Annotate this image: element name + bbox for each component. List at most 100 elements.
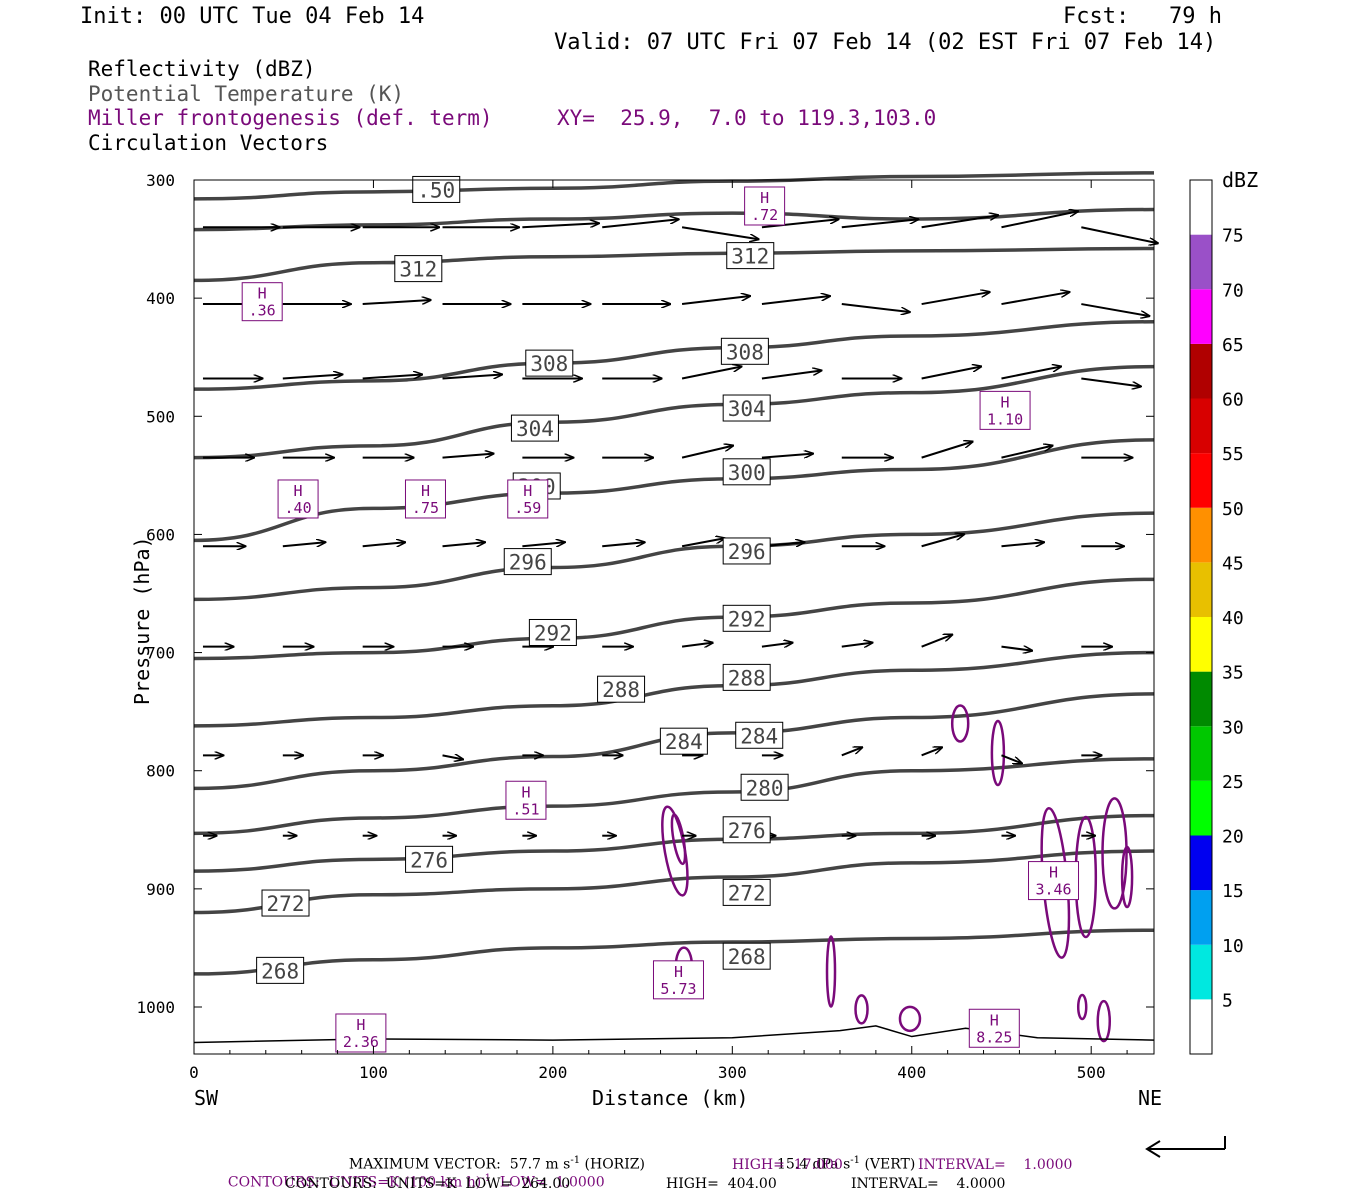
theta-contour-316 bbox=[193, 171, 1155, 201]
circulation-vector bbox=[1001, 211, 1078, 229]
frontogenesis-contour bbox=[1076, 993, 1088, 1021]
circulation-vector bbox=[442, 374, 503, 380]
footer-fronto-interval: INTERVAL= 1.0000 bbox=[918, 1157, 1073, 1173]
svg-text:H: H bbox=[760, 189, 769, 207]
frontogenesis-max: H.51 bbox=[505, 780, 547, 820]
svg-text:H: H bbox=[258, 285, 267, 303]
theta-label: 288 bbox=[597, 675, 646, 703]
x-end-label-sw: SW bbox=[194, 1086, 219, 1110]
colorbar-segment bbox=[1190, 453, 1212, 508]
circulation-vector bbox=[1081, 377, 1141, 386]
y-tick-label: 700 bbox=[146, 644, 175, 663]
x-tick-label: 300 bbox=[718, 1063, 747, 1082]
colorbar-segment bbox=[1190, 562, 1212, 617]
theta-label: 284 bbox=[659, 727, 708, 755]
footer-theta-interval: INTERVAL= 4.0000 bbox=[851, 1176, 1006, 1192]
theta-label: 296 bbox=[722, 537, 771, 565]
frontogenesis-contour bbox=[990, 719, 1006, 787]
theta-label: 276 bbox=[722, 816, 771, 844]
svg-text:5.73: 5.73 bbox=[660, 980, 696, 998]
svg-text:.75: .75 bbox=[412, 499, 439, 517]
svg-text:296: 296 bbox=[509, 551, 547, 575]
colorbar-segment bbox=[1190, 507, 1212, 563]
theta-label: 268 bbox=[256, 956, 305, 984]
svg-text:H: H bbox=[521, 783, 530, 801]
colorbar-label: 35 bbox=[1222, 663, 1244, 684]
frontogenesis-contour bbox=[1096, 999, 1112, 1043]
frontogenesis-contour bbox=[1120, 845, 1134, 909]
colorbar-label: 15 bbox=[1222, 881, 1244, 902]
footer-theta-high: HIGH= 404.00 bbox=[666, 1176, 777, 1192]
footer-fronto-high: HIGH= 17.000 bbox=[732, 1157, 843, 1173]
theta-label: 280 bbox=[740, 773, 789, 801]
svg-text:H: H bbox=[294, 482, 303, 500]
y-axis-title: Pressure (hPa) bbox=[130, 536, 154, 705]
theta-label: 296 bbox=[503, 548, 552, 576]
theta-contour-284 bbox=[193, 692, 1155, 791]
svg-text:308: 308 bbox=[726, 340, 764, 364]
colorbar-label: 5 bbox=[1222, 990, 1233, 1011]
legend-miller: Miller frontogenesis (def. term) bbox=[88, 106, 493, 130]
circulation-vector bbox=[681, 366, 742, 380]
svg-text:8.25: 8.25 bbox=[976, 1028, 1012, 1046]
svg-text:272: 272 bbox=[267, 892, 305, 916]
circulation-vector bbox=[761, 454, 813, 459]
colorbar-segment bbox=[1190, 780, 1212, 836]
colorbar-label: 75 bbox=[1222, 226, 1244, 247]
plot-frame bbox=[193, 179, 1155, 1055]
theta-label: 288 bbox=[722, 663, 771, 691]
y-tick-label: 400 bbox=[146, 289, 175, 308]
svg-text:280: 280 bbox=[746, 776, 784, 800]
y-tick-label: 800 bbox=[146, 762, 175, 781]
theta-contour-272 bbox=[193, 849, 1155, 915]
colorbar-label: 50 bbox=[1222, 499, 1244, 520]
theta-label: 308 bbox=[720, 337, 769, 365]
theta-contour-312 bbox=[193, 246, 1155, 283]
colorbar-label: 30 bbox=[1222, 717, 1244, 738]
valid-time: Valid: 07 UTC Fri 07 Feb 14 (02 EST Fri … bbox=[554, 30, 1217, 55]
colorbar-label: 25 bbox=[1222, 772, 1244, 793]
circulation-vector bbox=[921, 292, 990, 306]
circulation-vector bbox=[921, 366, 982, 380]
svg-text:H: H bbox=[421, 482, 430, 500]
x-tick-label: 100 bbox=[359, 1063, 388, 1082]
circulation-vector bbox=[522, 542, 565, 548]
svg-text:H: H bbox=[523, 482, 532, 500]
svg-text:.40: .40 bbox=[285, 499, 312, 517]
svg-text:288: 288 bbox=[728, 666, 766, 690]
colorbar-segment bbox=[1190, 617, 1212, 672]
frontogenesis-max: H.72 bbox=[744, 186, 786, 226]
colorbar-label: 40 bbox=[1222, 608, 1244, 629]
colorbar-label: 45 bbox=[1222, 553, 1244, 574]
theta-label: 312 bbox=[394, 255, 443, 283]
theta-label: 272 bbox=[261, 889, 310, 917]
circulation-vector bbox=[921, 215, 999, 229]
colorbar-segment bbox=[1190, 671, 1212, 727]
theta-label: 312 bbox=[726, 242, 775, 270]
colorbar-label: 60 bbox=[1222, 390, 1244, 411]
circulation-vector bbox=[921, 534, 965, 548]
colorbar-label: 10 bbox=[1222, 936, 1244, 957]
colorbar-frame bbox=[1189, 179, 1213, 1055]
circulation-vector bbox=[841, 219, 919, 229]
theta-label: 276 bbox=[405, 845, 454, 873]
svg-text:268: 268 bbox=[728, 945, 766, 969]
circulation-vector bbox=[1001, 446, 1052, 459]
colorbar-segment bbox=[1190, 180, 1212, 235]
theta-contour-308 bbox=[193, 320, 1155, 391]
frontogenesis-max: H2.36 bbox=[335, 1013, 387, 1053]
y-tick-label: 500 bbox=[146, 407, 175, 426]
legend-reflectivity: Reflectivity (dBZ) bbox=[88, 57, 316, 81]
circulation-vector bbox=[1001, 754, 1021, 763]
circulation-vector bbox=[1001, 366, 1061, 380]
theta-label: 268 bbox=[722, 942, 771, 970]
frontogenesis-max: H3.46 bbox=[1028, 861, 1080, 901]
svg-text:292: 292 bbox=[728, 607, 766, 631]
colorbar-segment bbox=[1190, 999, 1212, 1054]
colorbar-segment bbox=[1190, 398, 1212, 454]
forecast-hour: Fcst: 79 h bbox=[1063, 4, 1222, 29]
colorbar-segment bbox=[1190, 726, 1212, 781]
frontogenesis-max: H5.73 bbox=[652, 960, 704, 1000]
footer-max-vector-vert: 15.4 dPa s-1 (VERT) bbox=[776, 1155, 916, 1173]
frontogenesis-max: H.59 bbox=[507, 479, 549, 519]
